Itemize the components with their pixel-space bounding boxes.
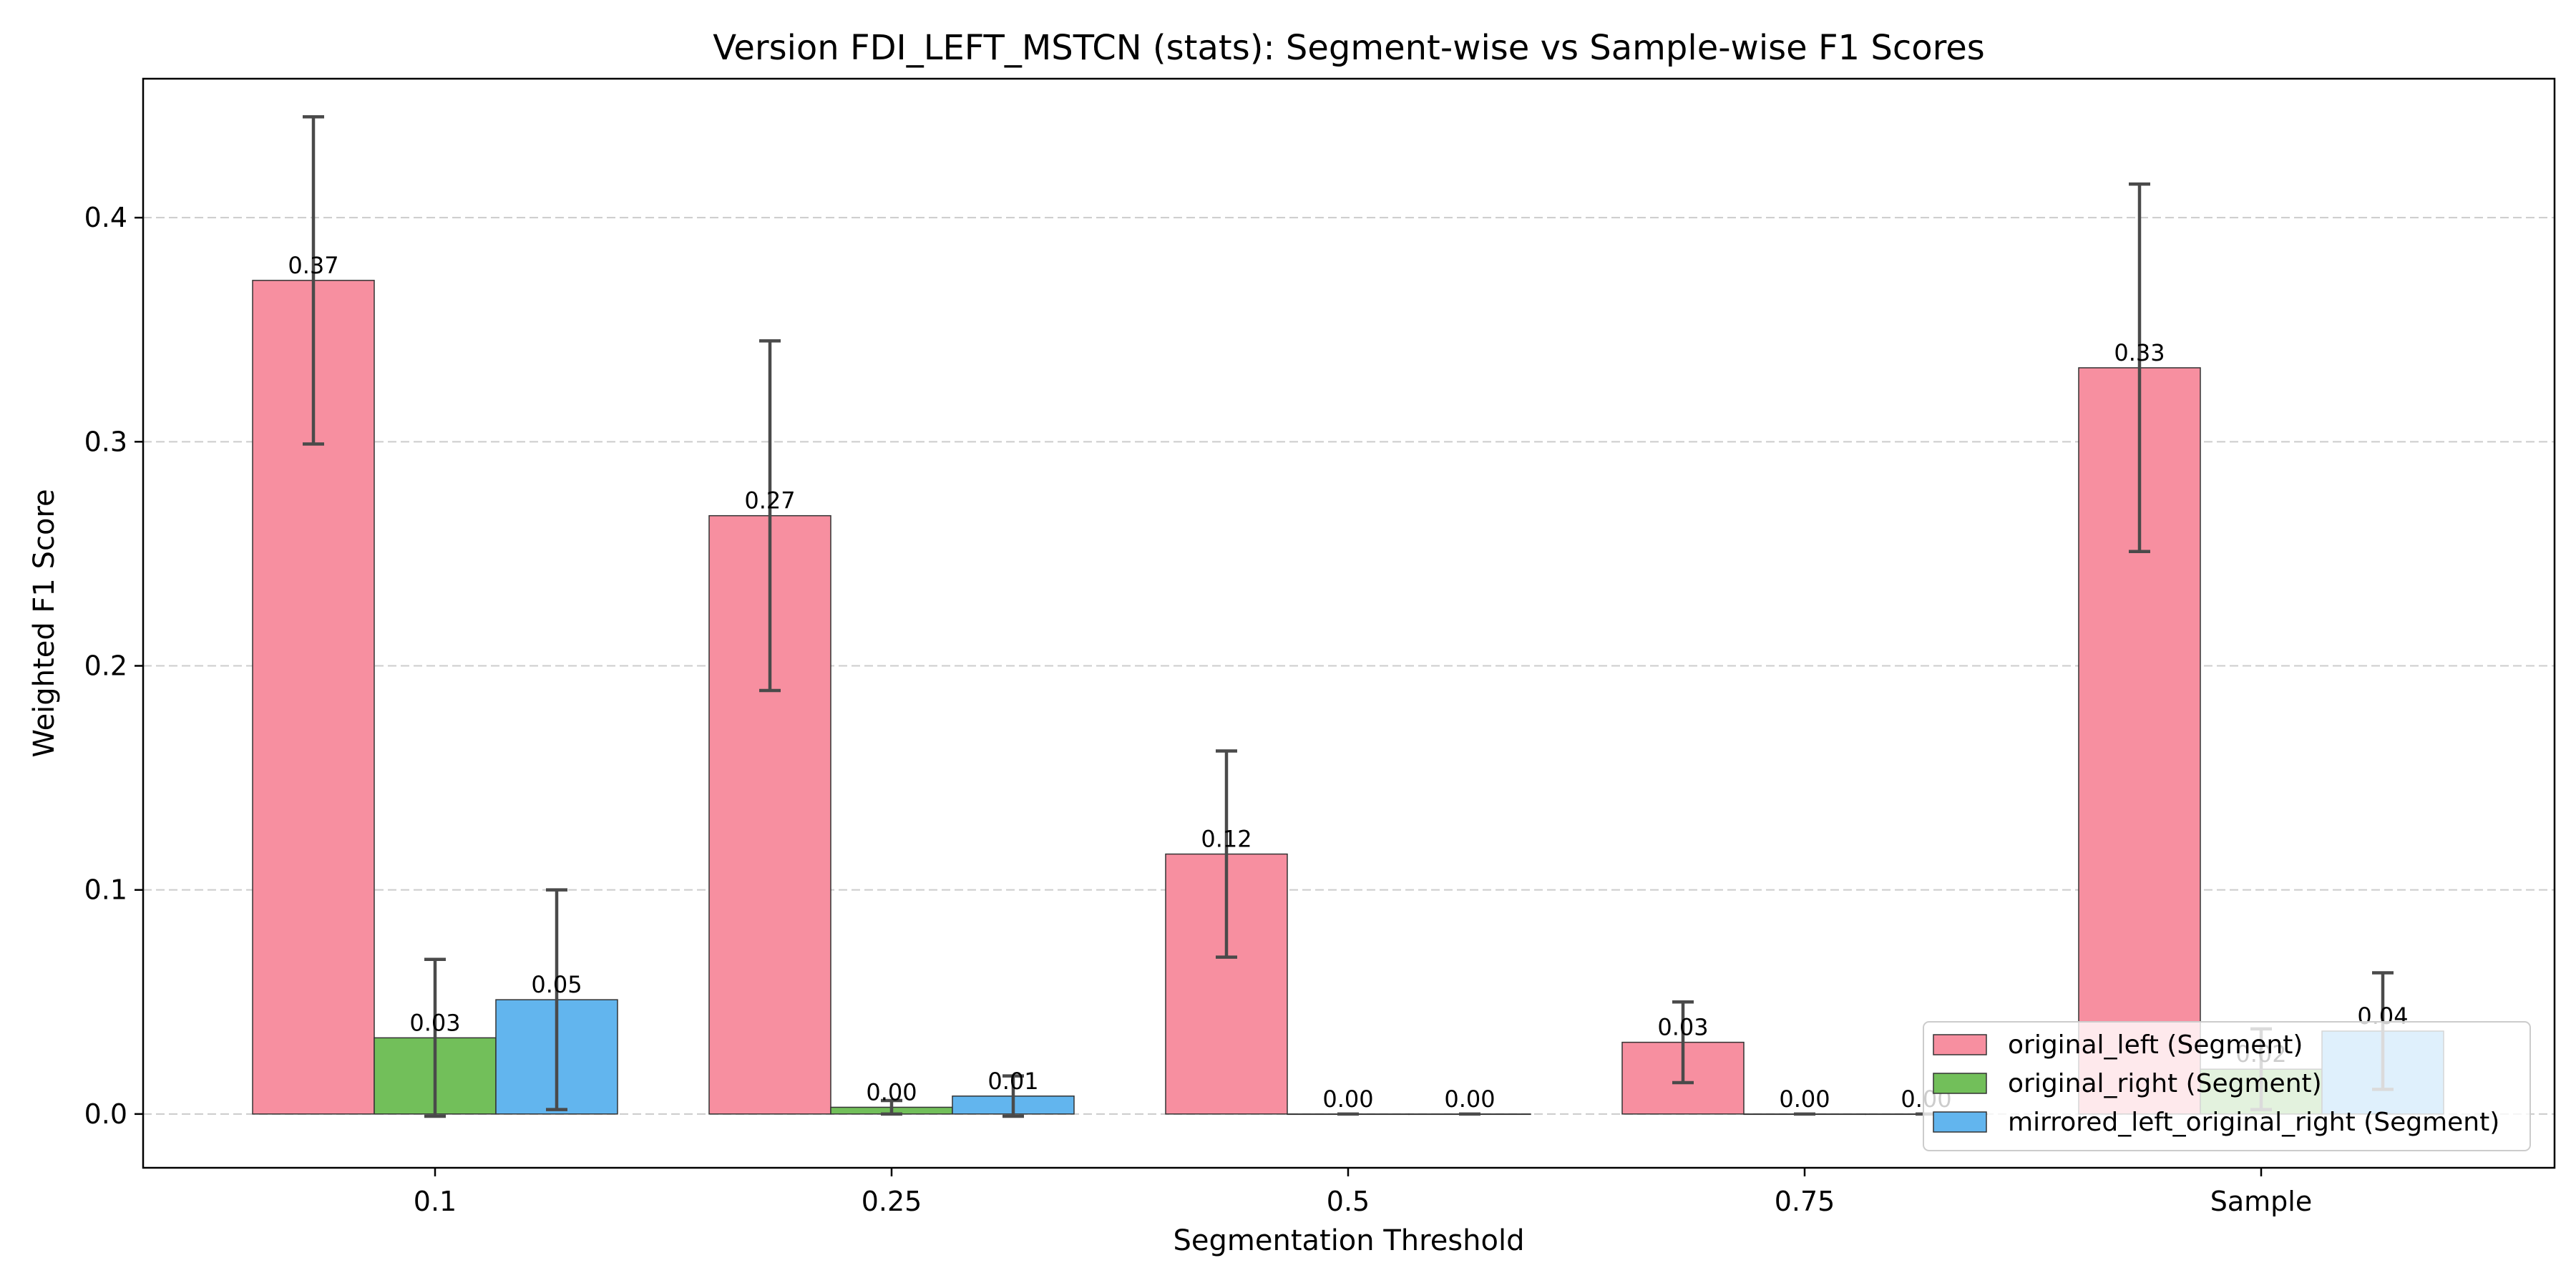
bar-value-label: 0.37 (288, 252, 338, 279)
bar-value-label: 0.00 (1779, 1085, 1830, 1113)
bar-value-label: 0.00 (1322, 1085, 1373, 1113)
bar-value-label: 0.27 (744, 487, 795, 514)
x-axis-label: Segmentation Threshold (1174, 1224, 1525, 1257)
chart-title: Version FDI_LEFT_MSTCN (stats): Segment-… (713, 28, 1985, 68)
x-axis-ticks: 0.1 0.25 0.5 0.75 Sample (414, 1168, 2312, 1217)
y-tick-label: 0.1 (84, 874, 127, 906)
y-tick-label: 0.0 (84, 1098, 127, 1130)
bar-value-label: 0.05 (531, 971, 582, 998)
legend-entry-label: original_left (Segment) (2008, 1030, 2303, 1060)
x-tick-label: 0.25 (862, 1186, 922, 1217)
legend: original_left (Segment) original_right (S… (1923, 1021, 2531, 1151)
y-axis-ticks: 0.0 0.1 0.2 0.3 0.4 (84, 202, 143, 1130)
x-tick-label: 0.1 (414, 1186, 457, 1217)
bar-value-label: 0.00 (866, 1078, 917, 1106)
bar-value-label: 0.12 (1201, 826, 1252, 853)
bar-value-label: 0.03 (409, 1009, 460, 1036)
x-tick-label: 0.5 (1327, 1186, 1370, 1217)
legend-swatch (1933, 1111, 1987, 1133)
legend-entry-label: mirrored_left_original_right (Segment) (2008, 1108, 2499, 1137)
legend-swatch (1933, 1073, 1987, 1094)
legend-box (1923, 1021, 2531, 1151)
bar-value-label: 0.00 (1444, 1085, 1495, 1113)
x-tick-label: Sample (2210, 1186, 2312, 1217)
bar-value-label: 0.33 (2114, 339, 2165, 366)
y-tick-label: 0.4 (84, 202, 127, 233)
bar-value-label: 0.03 (1657, 1014, 1708, 1041)
legend-entry-label: original_right (Segment) (2008, 1069, 2322, 1098)
y-tick-label: 0.2 (84, 650, 127, 682)
y-tick-label: 0.3 (84, 426, 127, 457)
y-axis-label: Weighted F1 Score (28, 489, 61, 757)
bar-value-label: 0.01 (987, 1068, 1038, 1095)
x-tick-label: 0.75 (1775, 1186, 1835, 1217)
legend-swatch (1933, 1034, 1987, 1055)
